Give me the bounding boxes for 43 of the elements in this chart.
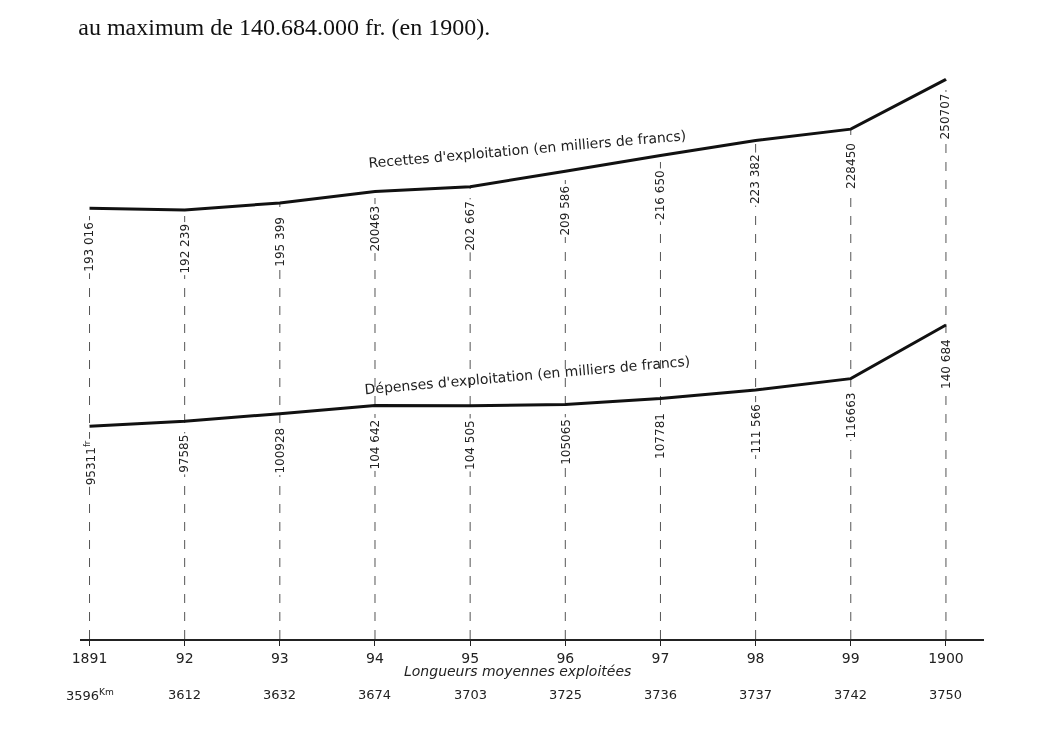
- data-label: 216 650: [653, 170, 667, 220]
- data-label: 195 399: [272, 217, 287, 267]
- data-label: 100928: [273, 427, 288, 474]
- x-tick-label: 1900: [928, 649, 964, 666]
- text: 3632: [263, 687, 297, 702]
- text: 3737: [739, 687, 773, 702]
- text: 3736: [644, 687, 678, 702]
- data-label: 228450: [843, 143, 858, 189]
- x-tick-label: 93: [270, 649, 289, 666]
- data-label: 107781: [653, 413, 668, 459]
- data-label: 223 382: [748, 154, 763, 205]
- data-label: 97585: [177, 434, 192, 473]
- x-tick-label: 94: [366, 649, 384, 666]
- text: 3674: [358, 687, 392, 702]
- data-label: 202 667: [463, 201, 478, 251]
- text: 3596$^{Km}$: [66, 687, 115, 704]
- x-tick-label: 95: [461, 649, 480, 666]
- text: 3725: [549, 687, 583, 702]
- x-tick-label: 99: [841, 649, 860, 666]
- data-label: 140 684: [938, 339, 953, 389]
- text: 3742: [834, 687, 868, 702]
- data-label: 104 642: [367, 419, 382, 470]
- chart-title: au maximum de 140.684.000 fr. (en 1900).: [78, 14, 491, 41]
- x-tick-label: 97: [651, 649, 670, 666]
- data-label: 105065: [558, 419, 573, 465]
- data-label: 192 239: [177, 223, 192, 274]
- text: 3750: [929, 687, 963, 702]
- series-label: Recettes d'exploitation (en milliers de francs): [367, 127, 687, 171]
- data-label: 250707: [938, 93, 953, 140]
- data-label: 104 505: [463, 420, 478, 470]
- data-label: 200463: [368, 205, 383, 252]
- data-label: 116663: [844, 392, 859, 439]
- x-tick-label: 98: [746, 649, 765, 666]
- data-label: 193 016: [82, 222, 97, 272]
- data-label: 209 586: [558, 185, 573, 236]
- x-tick-label: 1891: [71, 649, 108, 666]
- x-tick-label: 92: [175, 649, 194, 666]
- text: 3703: [454, 687, 488, 702]
- text: 3612: [168, 687, 202, 702]
- x-tick-label: 96: [556, 649, 575, 666]
- series-label: Dépenses d'exploitation (en milliers de francs): [363, 352, 691, 398]
- text: Longueurs moyennes exploitées: [404, 663, 632, 679]
- data-label: 111 566: [748, 403, 763, 454]
